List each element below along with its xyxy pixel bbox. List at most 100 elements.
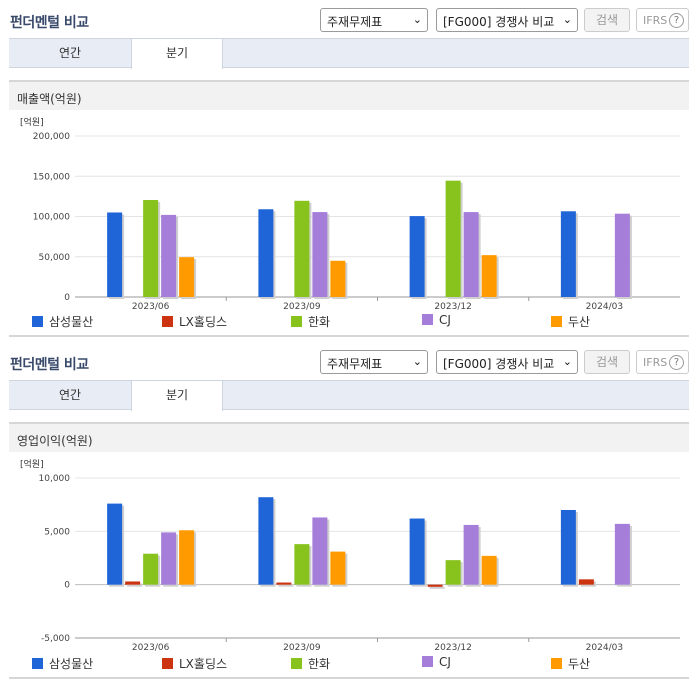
- statement-select-value: 주재무제표: [327, 15, 383, 29]
- legend-item[interactable]: 두산: [551, 313, 590, 330]
- peer-group-select-value: [FG000] 경쟁사 비교: [443, 15, 555, 29]
- legend-item[interactable]: CJ: [422, 313, 451, 327]
- legend-label: LX홀딩스: [179, 315, 228, 329]
- legend-swatch: [162, 658, 173, 669]
- bar[interactable]: [330, 551, 346, 585]
- statement-select[interactable]: 주재무제표 ⌄: [320, 8, 428, 32]
- chevron-down-icon: ⌄: [562, 13, 572, 26]
- y-unit-label: [억원]: [20, 458, 44, 470]
- bar[interactable]: [143, 553, 159, 585]
- panel-operating-profit: 펀더멘털 비교 주재무제표 ⌄ [FG000] 경쟁사 비교 ⌄ 검색 IFRS…: [0, 342, 696, 684]
- bar[interactable]: [560, 510, 576, 585]
- panel-title: 펀더멘털 비교: [10, 357, 89, 373]
- y-tick-label: 200,000: [33, 132, 70, 142]
- bar[interactable]: [560, 211, 576, 297]
- legend-label: 한화: [308, 657, 331, 671]
- bar[interactable]: [481, 255, 497, 297]
- bar[interactable]: [179, 530, 195, 585]
- bar[interactable]: [463, 212, 479, 297]
- bar[interactable]: [409, 518, 425, 585]
- section-title: 매출액(억원): [9, 80, 689, 110]
- search-button[interactable]: 검색: [584, 350, 630, 374]
- legend-swatch: [551, 658, 562, 669]
- ifrs-button[interactable]: IFRS ?: [636, 8, 689, 32]
- ifrs-button[interactable]: IFRS ?: [636, 350, 689, 374]
- bar[interactable]: [463, 524, 479, 585]
- x-tick-label: 2023/06: [132, 643, 170, 653]
- y-tick-label: 10,000: [39, 474, 71, 484]
- bar[interactable]: [107, 503, 123, 585]
- legend-item[interactable]: CJ: [422, 655, 451, 669]
- statement-select-value: 주재무제표: [327, 357, 383, 371]
- y-unit-label: [억원]: [20, 116, 44, 128]
- section-title: 영업이익(억원): [9, 422, 689, 452]
- legend-swatch: [32, 316, 43, 327]
- legend-swatch: [291, 316, 302, 327]
- bar[interactable]: [481, 555, 497, 585]
- x-tick-label: 2023/06: [132, 302, 170, 312]
- bar[interactable]: [445, 560, 461, 585]
- bar[interactable]: [294, 544, 310, 585]
- bar[interactable]: [143, 199, 159, 297]
- x-tick-label: 2024/03: [586, 643, 623, 653]
- x-tick-label: 2023/09: [283, 643, 321, 653]
- bar[interactable]: [614, 213, 630, 297]
- divider: [9, 335, 689, 337]
- peer-group-select[interactable]: [FG000] 경쟁사 비교 ⌄: [436, 350, 578, 374]
- panel-title: 펀더멘털 비교: [10, 15, 89, 31]
- bar[interactable]: [330, 260, 346, 297]
- bar[interactable]: [107, 212, 123, 297]
- legend-label: 한화: [308, 315, 331, 329]
- bar[interactable]: [578, 579, 594, 585]
- bar[interactable]: [427, 584, 443, 587]
- y-tick-label: 50,000: [39, 253, 71, 263]
- panel-header: 펀더멘털 비교 주재무제표 ⌄ [FG000] 경쟁사 비교 ⌄ 검색 IFRS…: [0, 342, 696, 378]
- chevron-down-icon: ⌄: [412, 13, 422, 26]
- panel-header: 펀더멘털 비교 주재무제표 ⌄ [FG000] 경쟁사 비교 ⌄ 검색 IFRS…: [0, 0, 696, 36]
- search-button[interactable]: 검색: [584, 8, 630, 32]
- chevron-down-icon: ⌄: [562, 355, 572, 368]
- bar[interactable]: [312, 212, 328, 297]
- peer-group-select[interactable]: [FG000] 경쟁사 비교 ⌄: [436, 8, 578, 32]
- bar[interactable]: [179, 257, 195, 297]
- tab-quarterly[interactable]: 분기: [131, 381, 223, 411]
- legend-item[interactable]: 한화: [291, 655, 330, 672]
- legend-label: 삼성물산: [49, 657, 94, 671]
- tab-annual[interactable]: 연간: [58, 388, 82, 402]
- bar[interactable]: [276, 582, 292, 585]
- help-icon: ?: [669, 13, 684, 28]
- bar-shadow: [278, 584, 294, 587]
- x-tick-label: 2024/03: [586, 302, 623, 312]
- chart-legend: 삼성물산 LX홀딩스 한화 CJ 두산: [0, 313, 696, 333]
- panel-revenue: 펀더멘털 비교 주재무제표 ⌄ [FG000] 경쟁사 비교 ⌄ 검색 IFRS…: [0, 0, 696, 340]
- bar[interactable]: [409, 216, 425, 297]
- bar[interactable]: [161, 214, 177, 297]
- bar[interactable]: [258, 497, 274, 585]
- bar[interactable]: [125, 581, 141, 585]
- legend-label: 삼성물산: [49, 315, 94, 329]
- statement-select[interactable]: 주재무제표 ⌄: [320, 350, 428, 374]
- tab-annual[interactable]: 연간: [58, 46, 82, 60]
- revenue-chart: [억원] 0 50,000 100,000 150,000 200,000 2023/06 2…: [20, 116, 680, 312]
- legend-item[interactable]: 삼성물산: [32, 313, 93, 330]
- bar[interactable]: [312, 517, 328, 585]
- bar[interactable]: [258, 209, 274, 297]
- legend-label: CJ: [439, 655, 451, 669]
- legend-item[interactable]: LX홀딩스: [162, 313, 227, 330]
- x-tick-label: 2023/12: [434, 302, 471, 312]
- bar[interactable]: [294, 200, 310, 297]
- operating-profit-chart: [억원] -5,000 0 5,000 10,000 2023/06 2023/09 2023…: [20, 458, 680, 653]
- peer-group-select-value: [FG000] 경쟁사 비교: [443, 357, 555, 371]
- legend-item[interactable]: 한화: [291, 313, 330, 330]
- bar[interactable]: [614, 523, 630, 585]
- legend-label: 두산: [568, 315, 591, 329]
- period-tabs: 연간 분기: [9, 380, 689, 411]
- legend-item[interactable]: 삼성물산: [32, 655, 93, 672]
- legend-item[interactable]: LX홀딩스: [162, 655, 227, 672]
- y-tick-label: 100,000: [33, 213, 70, 223]
- bar[interactable]: [161, 532, 177, 585]
- tab-quarterly[interactable]: 분기: [131, 39, 223, 69]
- ifrs-label: IFRS: [643, 14, 668, 27]
- legend-item[interactable]: 두산: [551, 655, 590, 672]
- bar[interactable]: [445, 180, 461, 297]
